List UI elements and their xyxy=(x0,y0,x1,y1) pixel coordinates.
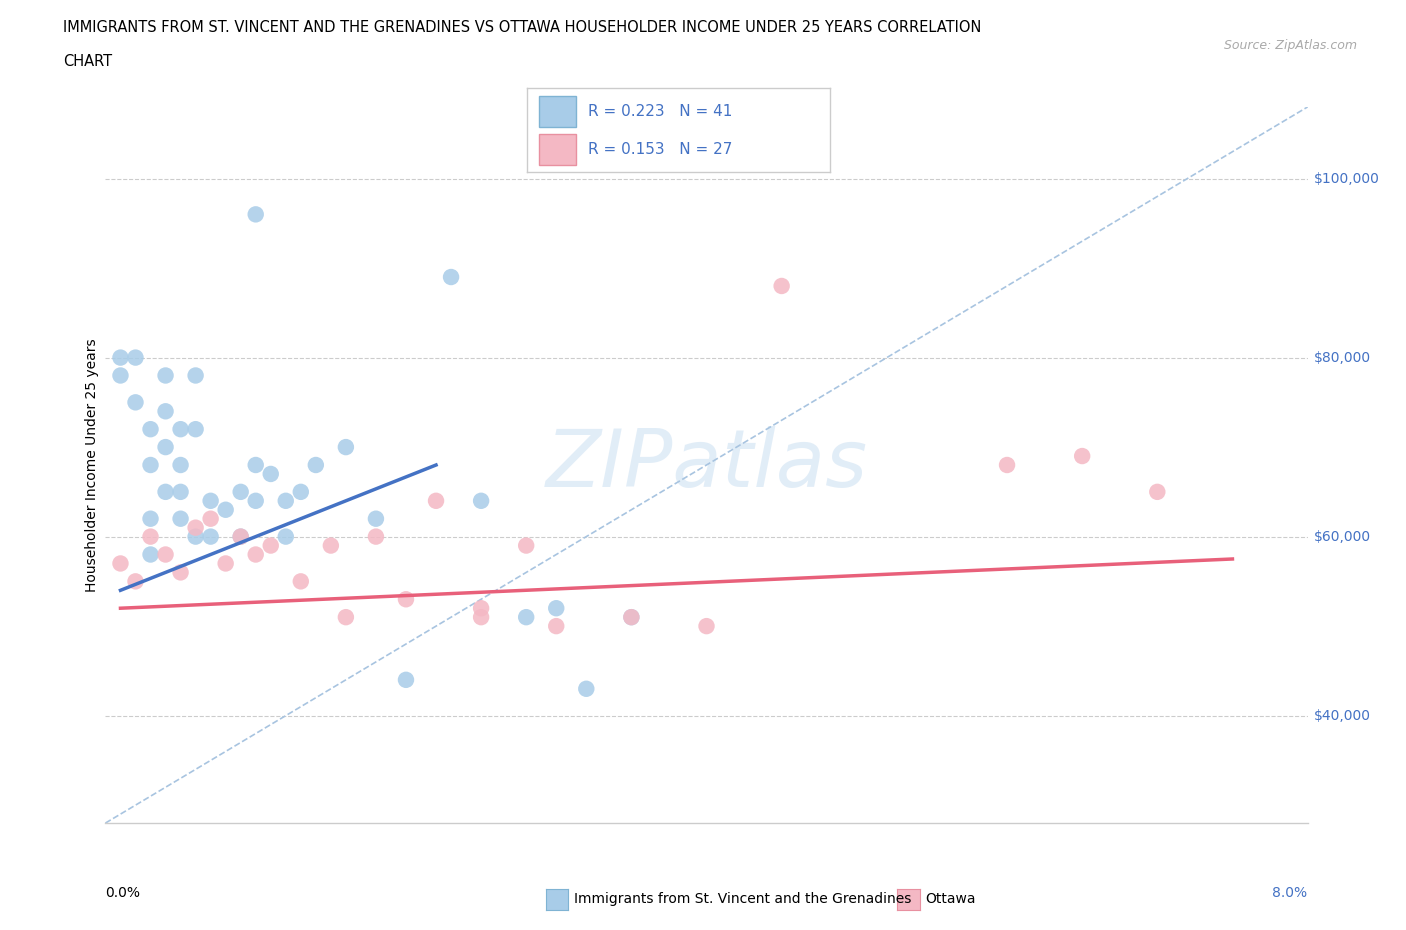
Text: 8.0%: 8.0% xyxy=(1272,885,1308,899)
Point xyxy=(124,351,146,365)
Point xyxy=(169,458,191,472)
Point xyxy=(124,574,146,589)
Point xyxy=(184,422,207,437)
Point xyxy=(305,458,328,472)
Point xyxy=(214,502,236,517)
Bar xyxy=(540,96,575,126)
Point xyxy=(139,458,162,472)
Text: Source: ZipAtlas.com: Source: ZipAtlas.com xyxy=(1223,39,1357,52)
Point xyxy=(169,422,191,437)
Point xyxy=(260,538,283,553)
Point xyxy=(425,493,447,508)
Point xyxy=(169,565,191,580)
Point xyxy=(169,512,191,526)
Point xyxy=(546,618,568,633)
Point xyxy=(155,404,177,418)
Y-axis label: Householder Income Under 25 years: Householder Income Under 25 years xyxy=(84,339,98,591)
Point xyxy=(696,618,718,633)
Point xyxy=(274,529,297,544)
Point xyxy=(395,672,418,687)
Point xyxy=(110,351,132,365)
Point xyxy=(515,538,537,553)
Point xyxy=(470,610,492,625)
Point xyxy=(139,422,162,437)
Point xyxy=(155,368,177,383)
Point xyxy=(245,207,267,222)
Point xyxy=(364,512,387,526)
Point xyxy=(229,529,252,544)
Text: Immigrants from St. Vincent and the Grenadines: Immigrants from St. Vincent and the Gren… xyxy=(574,892,911,907)
Text: $100,000: $100,000 xyxy=(1313,171,1379,186)
Point xyxy=(995,458,1018,472)
Point xyxy=(319,538,342,553)
Point xyxy=(770,279,793,294)
Point xyxy=(395,591,418,606)
Point xyxy=(139,529,162,544)
Text: 0.0%: 0.0% xyxy=(105,885,141,899)
Point xyxy=(155,440,177,455)
Text: $40,000: $40,000 xyxy=(1313,709,1371,723)
Text: Ottawa: Ottawa xyxy=(925,892,976,907)
Point xyxy=(124,395,146,410)
Text: $60,000: $60,000 xyxy=(1313,529,1371,544)
Point xyxy=(110,556,132,571)
Point xyxy=(229,529,252,544)
Bar xyxy=(540,134,575,165)
Point xyxy=(200,512,222,526)
Point xyxy=(335,440,357,455)
Point xyxy=(155,547,177,562)
Point xyxy=(620,610,643,625)
Point xyxy=(470,493,492,508)
Point xyxy=(155,485,177,499)
Point xyxy=(470,601,492,616)
Point xyxy=(620,610,643,625)
Text: ZIPatlas: ZIPatlas xyxy=(546,426,868,504)
Point xyxy=(169,485,191,499)
Point xyxy=(1071,448,1094,463)
Point xyxy=(245,458,267,472)
Text: R = 0.153   N = 27: R = 0.153 N = 27 xyxy=(588,142,733,157)
Point xyxy=(184,520,207,535)
Point xyxy=(260,467,283,482)
Point xyxy=(245,493,267,508)
Point xyxy=(214,556,236,571)
Point xyxy=(200,493,222,508)
Point xyxy=(1146,485,1168,499)
Point xyxy=(184,368,207,383)
Text: CHART: CHART xyxy=(63,54,112,69)
Point xyxy=(575,682,598,697)
Point xyxy=(229,485,252,499)
Point xyxy=(139,512,162,526)
Text: R = 0.223   N = 41: R = 0.223 N = 41 xyxy=(588,104,733,119)
Point xyxy=(546,601,568,616)
Point xyxy=(139,547,162,562)
Point xyxy=(200,529,222,544)
Point xyxy=(290,574,312,589)
Point xyxy=(335,610,357,625)
Point xyxy=(515,610,537,625)
Point xyxy=(245,547,267,562)
Point xyxy=(184,529,207,544)
Text: IMMIGRANTS FROM ST. VINCENT AND THE GRENADINES VS OTTAWA HOUSEHOLDER INCOME UNDE: IMMIGRANTS FROM ST. VINCENT AND THE GREN… xyxy=(63,20,981,35)
Text: $80,000: $80,000 xyxy=(1313,351,1371,365)
Point xyxy=(440,270,463,285)
Point xyxy=(110,368,132,383)
Point xyxy=(290,485,312,499)
Point xyxy=(274,493,297,508)
Point xyxy=(364,529,387,544)
